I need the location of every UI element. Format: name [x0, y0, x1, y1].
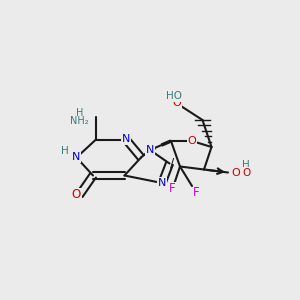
Text: /: /	[170, 157, 175, 170]
Text: N: N	[146, 145, 154, 155]
Text: N: N	[122, 134, 130, 145]
Text: O: O	[188, 136, 196, 146]
Text: F: F	[193, 185, 200, 199]
Text: H: H	[61, 146, 68, 157]
Text: H: H	[242, 160, 250, 170]
Text: O: O	[242, 167, 250, 178]
Text: NH₂: NH₂	[70, 116, 89, 127]
Text: HO: HO	[166, 91, 182, 101]
Text: O: O	[72, 188, 81, 202]
Text: H: H	[76, 107, 83, 118]
Text: O: O	[172, 98, 182, 109]
Text: F: F	[169, 182, 176, 196]
Text: O: O	[231, 167, 240, 178]
Text: N: N	[158, 178, 166, 188]
Text: N: N	[72, 152, 81, 163]
